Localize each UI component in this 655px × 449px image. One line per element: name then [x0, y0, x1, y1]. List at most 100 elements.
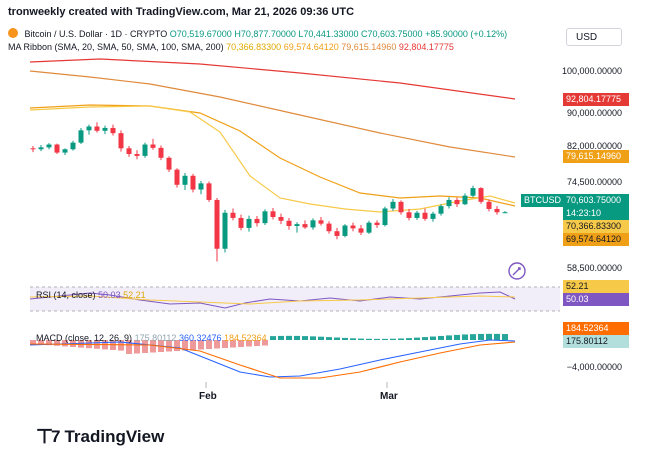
- candle: [174, 168, 180, 188]
- macd-histogram-bar: [38, 340, 44, 345]
- candle: [342, 224, 348, 238]
- macd-histogram-bar: [470, 334, 476, 340]
- symbol-title[interactable]: Bitcoin / U.S. Dollar · 1D · CRYPTO: [24, 29, 168, 39]
- candle: [302, 220, 308, 229]
- candle: [334, 227, 340, 240]
- ma20-badge: 70,366.83300: [563, 220, 629, 233]
- macd-hist-value: 175.80112: [134, 333, 177, 343]
- candle: [166, 156, 172, 172]
- candle: [430, 211, 436, 222]
- candle: [102, 125, 108, 135]
- candle: [462, 193, 468, 206]
- candle: [486, 199, 492, 212]
- candle: [470, 185, 476, 198]
- last-price-badge: 70,603.75000: [563, 194, 629, 207]
- candle: [406, 208, 412, 221]
- price-axis-label: 74,500.00000: [566, 177, 622, 187]
- symbol-legend: Bitcoin / U.S. Dollar · 1D · CRYPTO O70,…: [8, 28, 507, 39]
- macd-histogram-bar: [46, 340, 52, 346]
- macd-histogram-bar: [206, 340, 212, 349]
- tradingview-logo[interactable]: ㄒ7 TradingView: [36, 422, 164, 447]
- candle: [30, 145, 36, 153]
- candle: [38, 145, 44, 152]
- draw-tool-icon[interactable]: [508, 262, 526, 280]
- ma20-value: 70,366.83300: [226, 42, 282, 52]
- macd-histogram-bar: [358, 338, 364, 340]
- ma-ribbon-legend: MA Ribbon (SMA, 20, SMA, 50, SMA, 100, S…: [8, 42, 454, 52]
- tradingview-brand-text: TradingView: [64, 427, 165, 446]
- rsi-ma-line: [29, 295, 516, 305]
- candle: [86, 124, 92, 135]
- moving-average-lines: [29, 58, 516, 213]
- macd-histogram-bar: [190, 340, 196, 350]
- candle: [198, 181, 204, 195]
- macd-histogram-bar: [246, 340, 252, 347]
- macd-histogram-bar: [310, 336, 316, 340]
- open-value: O70,519.67000: [169, 29, 232, 39]
- macd-histogram-bar: [254, 340, 260, 346]
- ma20-line: [29, 105, 516, 213]
- candle: [358, 225, 364, 235]
- price-axis-label: 58,500.00000: [566, 263, 622, 273]
- macd-histogram-bar: [62, 340, 68, 347]
- rsi-value: 50.03: [98, 290, 121, 300]
- ma200-value: 92,804.17775: [398, 42, 454, 52]
- macd-histogram-bar: [446, 335, 452, 340]
- candle: [214, 198, 220, 262]
- candle: [206, 181, 212, 202]
- candle: [246, 215, 252, 232]
- macd-histogram-bar: [294, 335, 300, 340]
- macd-histogram-bar: [134, 340, 140, 354]
- candle: [126, 145, 132, 157]
- macd-histogram-bar: [414, 337, 420, 340]
- macd-legend: MACD (close, 12, 26, 9) 175.80112 360.32…: [36, 333, 267, 343]
- macd-histogram-bar: [302, 336, 308, 340]
- rsi-line: [29, 291, 516, 309]
- ma100-line: [29, 70, 516, 158]
- bitcoin-icon: [8, 28, 18, 38]
- macd-histogram-bar: [166, 340, 172, 352]
- ma50-badge: 69,574.64120: [563, 233, 629, 246]
- candle: [118, 130, 124, 152]
- candle: [142, 142, 148, 158]
- macd-histogram-bar: [438, 335, 444, 340]
- signal-line: [29, 341, 516, 379]
- candle: [70, 140, 76, 151]
- candle: [478, 187, 484, 204]
- macd-histogram-bar: [214, 340, 220, 349]
- macd-line-value: 360.32476: [178, 333, 222, 343]
- macd-histogram-bar: [494, 333, 500, 340]
- ma-ribbon-label[interactable]: MA Ribbon (SMA, 20, SMA, 50, SMA, 100, S…: [8, 42, 224, 52]
- candle: [78, 127, 84, 145]
- macd-histogram-bar: [398, 338, 404, 340]
- x-axis-label-mar: Mar: [380, 391, 398, 402]
- price-axis-label: 82,000.00000: [566, 141, 622, 151]
- macd-histogram-bar: [390, 338, 396, 340]
- macd-histogram-bar: [54, 340, 60, 346]
- candlesticks: [30, 122, 508, 262]
- macd-histogram-bar: [262, 340, 268, 346]
- symbol-badge[interactable]: BTCUSD: [521, 194, 563, 207]
- ma100-badge: 79,615.14960: [563, 150, 629, 163]
- macd-histogram-bar: [502, 334, 508, 340]
- candle: [350, 222, 356, 232]
- macd-label[interactable]: MACD (close, 12, 26, 9): [36, 333, 133, 343]
- candle: [150, 138, 156, 150]
- rsi-legend: RSI (14, close) 50.03 52.21: [36, 290, 146, 300]
- macd-histogram-bar: [326, 337, 332, 340]
- macd-histogram-bar: [142, 340, 148, 353]
- candle: [310, 218, 316, 230]
- macd-histogram-bar: [126, 340, 132, 354]
- macd-histogram-bar: [462, 334, 468, 340]
- macd-histogram-bar: [198, 340, 204, 350]
- ma100-value: 79,615.14960: [341, 42, 397, 52]
- candle: [374, 220, 380, 228]
- currency-button[interactable]: USD: [566, 28, 622, 46]
- rsi-label[interactable]: RSI (14, close): [36, 290, 96, 300]
- macd-histogram-bar: [174, 340, 180, 351]
- macd-histogram-bar: [366, 338, 372, 340]
- macd-histogram: [30, 333, 508, 354]
- ma200-line: [29, 58, 516, 100]
- candle: [286, 217, 292, 230]
